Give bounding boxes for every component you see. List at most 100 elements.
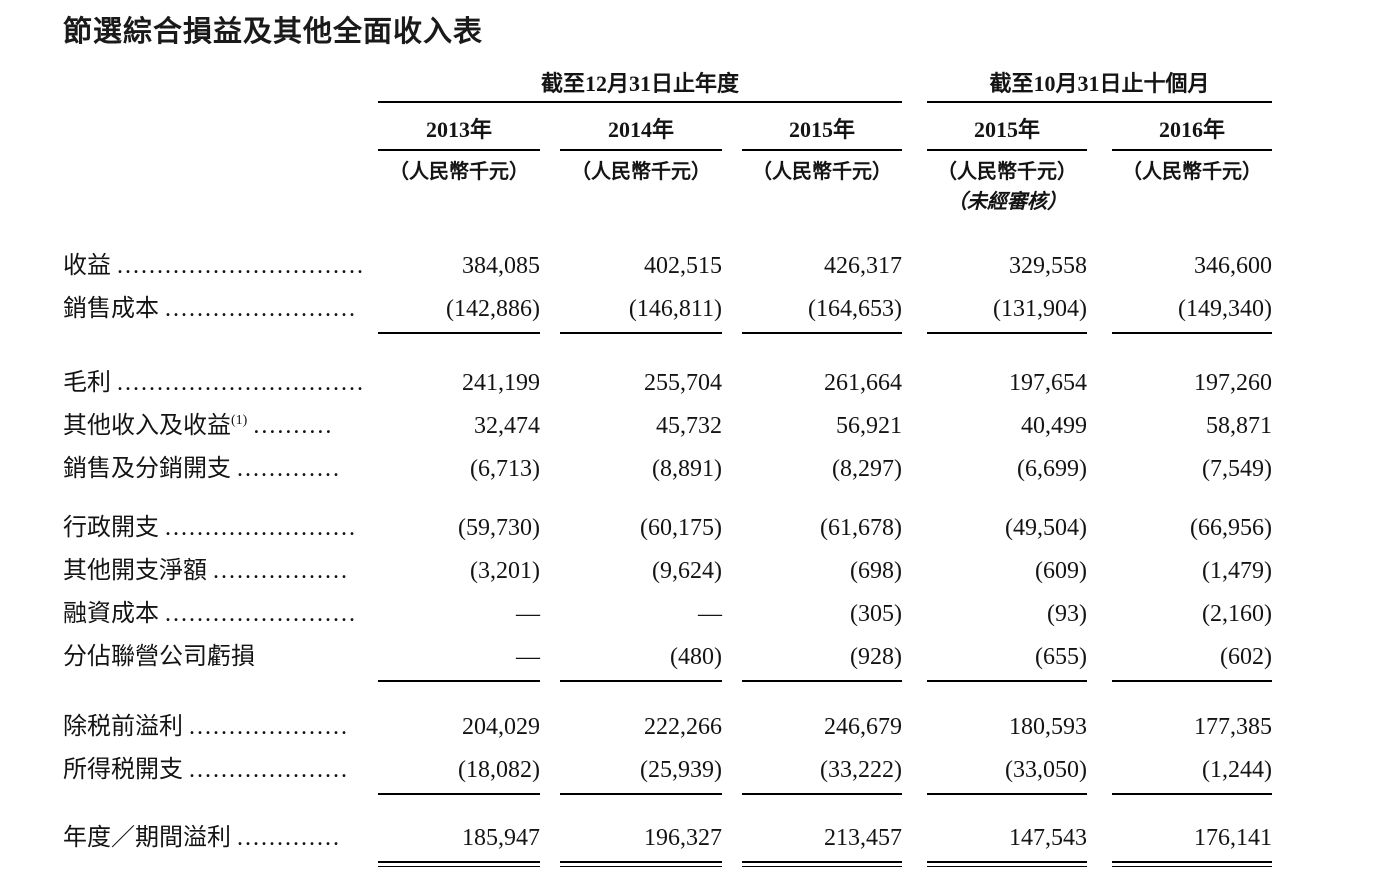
cell-value: (698)	[850, 558, 902, 584]
rule-row	[63, 332, 1380, 334]
cell-value: 222,266	[644, 714, 722, 740]
cell-value: (6,699)	[1017, 456, 1087, 482]
rule-spacer	[63, 861, 378, 867]
year-header-2013: 2013年	[378, 117, 540, 151]
rule-line	[560, 332, 722, 334]
row-label: 銷售成本........................	[63, 288, 378, 331]
cell-value: 197,260	[1194, 370, 1272, 396]
year-header-2016-ten-months: 2016年	[1112, 117, 1272, 151]
cell-value: 255,704	[644, 370, 722, 396]
rule-spacer	[63, 332, 378, 334]
cell-value: (33,222)	[820, 757, 902, 783]
dot-leader: .................	[213, 558, 349, 584]
cell-value: —	[516, 644, 540, 670]
row-label: 分佔聯營公司虧損	[63, 636, 378, 679]
table-row: 毛利............................... 241,199…	[63, 362, 1380, 405]
cell-value: 40,499	[1021, 413, 1087, 439]
rule-line	[927, 793, 1087, 795]
cell-value: (25,939)	[640, 757, 722, 783]
cell-value: 177,385	[1194, 714, 1272, 740]
header-spacer	[63, 189, 378, 215]
rule-line	[927, 861, 1087, 867]
dot-leader: ....................	[189, 757, 349, 783]
cell-value: 329,558	[1009, 253, 1087, 279]
unit-label: （人民幣千元）	[571, 161, 711, 183]
table-row: 所得税開支.................... (18,082) (25,939…	[63, 749, 1380, 792]
cell-value: (3,201)	[470, 558, 540, 584]
dot-leader: .............	[237, 456, 341, 482]
cell-value: 32,474	[474, 413, 540, 439]
rule-line	[1112, 861, 1272, 867]
cell-value: (480)	[670, 644, 722, 670]
cell-value: (61,678)	[820, 515, 902, 541]
note-label-unaudited: （未經審核）	[947, 191, 1067, 213]
cell-value: (602)	[1220, 644, 1272, 670]
cell-value: 402,515	[644, 253, 722, 279]
cell-value: (1,479)	[1202, 558, 1272, 584]
row-label: 行政開支........................	[63, 507, 378, 550]
dot-leader: ....................	[189, 714, 349, 740]
cell-value: (59,730)	[458, 515, 540, 541]
table-row: 銷售成本........................ (142,886) (14…	[63, 288, 1380, 331]
row-label: 其他開支淨額.................	[63, 550, 378, 593]
cell-value: 346,600	[1194, 253, 1272, 279]
cell-value: (305)	[850, 601, 902, 627]
cell-value: 196,327	[644, 825, 722, 851]
rule-line	[742, 861, 902, 867]
row-label: 年度／期間溢利.............	[63, 817, 378, 860]
cell-value: 246,679	[824, 714, 902, 740]
unit-header-row: （人民幣千元） （人民幣千元） （人民幣千元） （人民幣千元） （人民幣千元）	[63, 159, 1380, 185]
section-gap	[63, 795, 1380, 817]
rule-line	[1112, 793, 1272, 795]
year-header-2014: 2014年	[560, 117, 722, 151]
income-statement-table: 截至12月31日止年度 截至10月31日止十個月 2013年 2014年 201…	[63, 72, 1380, 867]
cell-value: 213,457	[824, 825, 902, 851]
row-label-text: 其他收入及收益	[63, 413, 231, 439]
cell-value: (33,050)	[1005, 757, 1087, 783]
cell-value: 147,543	[1009, 825, 1087, 851]
table-row: 其他收入及收益(1).......... 32,474 45,732 56,921 40…	[63, 405, 1380, 448]
row-label-text: 行政開支	[63, 515, 159, 541]
header-spacer	[63, 72, 378, 103]
table-body: 收益............................... 384,085…	[63, 245, 1380, 867]
cell-value: (66,956)	[1190, 515, 1272, 541]
cell-value: (8,297)	[832, 456, 902, 482]
table-row: 融資成本........................ — — (305) (93) (…	[63, 593, 1380, 636]
cell-value: 180,593	[1009, 714, 1087, 740]
unit-label: （人民幣千元）	[752, 161, 892, 183]
cell-value: (9,624)	[652, 558, 722, 584]
cell-value: 176,141	[1194, 825, 1272, 851]
note-header-row: （未經審核）	[63, 189, 1380, 215]
row-label: 收益...............................	[63, 245, 378, 288]
cell-value: 197,654	[1009, 370, 1087, 396]
row-label: 所得税開支....................	[63, 749, 378, 792]
cell-value: —	[516, 601, 540, 627]
cell-value: (8,891)	[652, 456, 722, 482]
cell-value: (7,549)	[1202, 456, 1272, 482]
table-row: 除税前溢利.................... 204,029 222,266 2…	[63, 706, 1380, 749]
table-row: 分佔聯營公司虧損 — (480) (928) (655) (602)	[63, 636, 1380, 679]
rule-line	[378, 861, 540, 867]
row-label-text: 收益	[63, 253, 111, 279]
document-title: 節選綜合損益及其他全面收入表	[63, 16, 484, 48]
rule-line	[1112, 332, 1272, 334]
cell-value: 261,664	[824, 370, 902, 396]
footnote-ref: (1)	[231, 413, 248, 428]
row-label: 毛利...............................	[63, 362, 378, 405]
section-gap	[63, 491, 1380, 507]
note-label	[742, 189, 902, 215]
cell-value: (60,175)	[640, 515, 722, 541]
cell-value: —	[698, 601, 722, 627]
row-label-text: 所得税開支	[63, 757, 183, 783]
dot-leader: ........................	[165, 601, 357, 627]
row-label: 除税前溢利....................	[63, 706, 378, 749]
row-label-text: 銷售及分銷開支	[63, 456, 231, 482]
cell-value: (928)	[850, 644, 902, 670]
dot-leader: ........................	[165, 296, 357, 322]
cell-value: (146,811)	[628, 296, 722, 322]
section-gap	[63, 682, 1380, 706]
row-label-text: 融資成本	[63, 601, 159, 627]
dot-leader: ...............................	[117, 253, 365, 279]
rule-row	[63, 680, 1380, 682]
